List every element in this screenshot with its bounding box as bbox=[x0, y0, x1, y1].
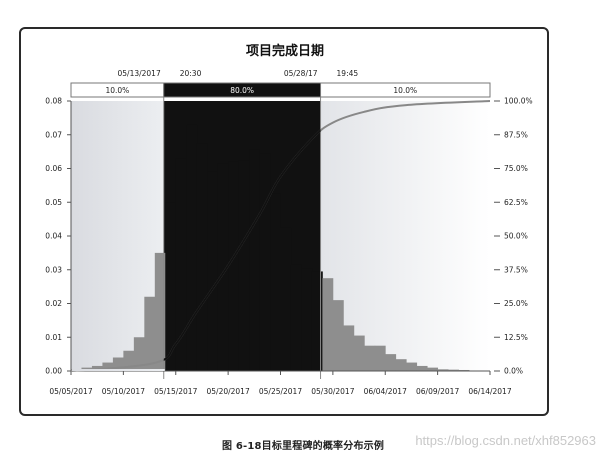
x-tick-label: 05/10/2017 bbox=[102, 387, 145, 396]
y-tick-label: 0.05 bbox=[45, 198, 62, 207]
probability-bar bbox=[458, 369, 470, 371]
probability-bar bbox=[364, 345, 376, 371]
probability-bar bbox=[427, 367, 439, 371]
y2-tick-label: 0.0% bbox=[504, 367, 523, 376]
probability-bar bbox=[123, 350, 135, 371]
probability-bar bbox=[154, 252, 166, 371]
probability-bar bbox=[395, 359, 407, 371]
x-tick-label: 05/05/2017 bbox=[49, 387, 92, 396]
probability-bar bbox=[270, 193, 281, 371]
probability-bar bbox=[448, 369, 459, 371]
x-tick-label: 05/15/2017 bbox=[154, 387, 197, 396]
y2-tick-label: 37.5% bbox=[504, 265, 528, 274]
probability-bar bbox=[238, 160, 250, 371]
probability-bar bbox=[175, 158, 187, 371]
x-tick-label: 05/30/2017 bbox=[311, 387, 354, 396]
x-tick-label: 05/25/2017 bbox=[259, 387, 302, 396]
y-tick-label: 0.07 bbox=[45, 130, 62, 139]
y-tick-label: 0.06 bbox=[45, 164, 62, 173]
y-tick-label: 0.04 bbox=[45, 232, 62, 241]
probability-bar bbox=[322, 278, 334, 371]
probability-bar bbox=[112, 357, 124, 371]
band-label: 10.0% bbox=[105, 86, 129, 95]
probability-bar bbox=[207, 171, 219, 371]
probability-bar bbox=[290, 264, 302, 371]
marker-time-label: 20:30 bbox=[180, 69, 202, 78]
probability-bar bbox=[311, 271, 323, 371]
y2-tick-label: 50.0% bbox=[504, 232, 528, 241]
y2-tick-label: 62.5% bbox=[504, 198, 528, 207]
marker-date-label: 05/13/2017 bbox=[118, 69, 161, 78]
x-tick-label: 05/20/2017 bbox=[207, 387, 250, 396]
probability-bar bbox=[332, 300, 344, 371]
probability-bar bbox=[301, 268, 313, 371]
probability-bar bbox=[102, 362, 114, 371]
probability-bar bbox=[353, 335, 365, 371]
probability-bar bbox=[374, 345, 386, 371]
probability-bar bbox=[165, 202, 177, 371]
y2-tick-label: 100.0% bbox=[504, 97, 533, 106]
y-tick-label: 0.03 bbox=[45, 265, 62, 274]
y-tick-label: 0.01 bbox=[45, 333, 62, 342]
probability-bar bbox=[416, 365, 428, 371]
x-tick-label: 06/09/2017 bbox=[416, 387, 459, 396]
y-tick-label: 0.08 bbox=[45, 97, 62, 106]
probability-bar bbox=[217, 163, 229, 371]
probability-bar bbox=[196, 143, 208, 371]
cumulative-curve-central bbox=[163, 129, 321, 361]
marker-time-label: 19:45 bbox=[337, 69, 359, 78]
band-label: 10.0% bbox=[393, 86, 417, 95]
x-tick-label: 06/04/2017 bbox=[364, 387, 407, 396]
x-tick-label: 06/14/2017 bbox=[468, 387, 511, 396]
baseline-mask bbox=[72, 369, 165, 371]
y-tick-label: 0.02 bbox=[45, 299, 62, 308]
y2-tick-label: 75.0% bbox=[504, 164, 528, 173]
band-label: 80.0% bbox=[230, 86, 254, 95]
marker-date-label: 05/28/17 bbox=[284, 69, 318, 78]
y2-tick-label: 12.5% bbox=[504, 333, 528, 342]
y2-tick-label: 87.5% bbox=[504, 130, 528, 139]
probability-bar bbox=[406, 362, 418, 371]
band-box bbox=[320, 82, 491, 98]
probability-bar bbox=[259, 153, 271, 371]
probability-bar bbox=[249, 149, 260, 371]
y2-tick-label: 25.0% bbox=[504, 299, 528, 308]
probability-bar bbox=[144, 296, 156, 371]
probability-bar bbox=[133, 337, 145, 371]
probability-bar bbox=[186, 124, 198, 371]
probability-bar bbox=[280, 227, 292, 371]
probability-bar bbox=[437, 369, 449, 371]
y-tick-label: 0.00 bbox=[45, 367, 62, 376]
probability-bar bbox=[385, 354, 397, 371]
figure-caption: 图 6-18目标里程碑的概率分布示例 bbox=[221, 441, 385, 452]
watermark: https://blog.csdn.net/xhf852963 bbox=[415, 433, 596, 448]
chart-title: 项目完成日期 bbox=[246, 43, 324, 59]
probability-bar bbox=[343, 325, 355, 371]
probability-bar bbox=[228, 161, 239, 371]
